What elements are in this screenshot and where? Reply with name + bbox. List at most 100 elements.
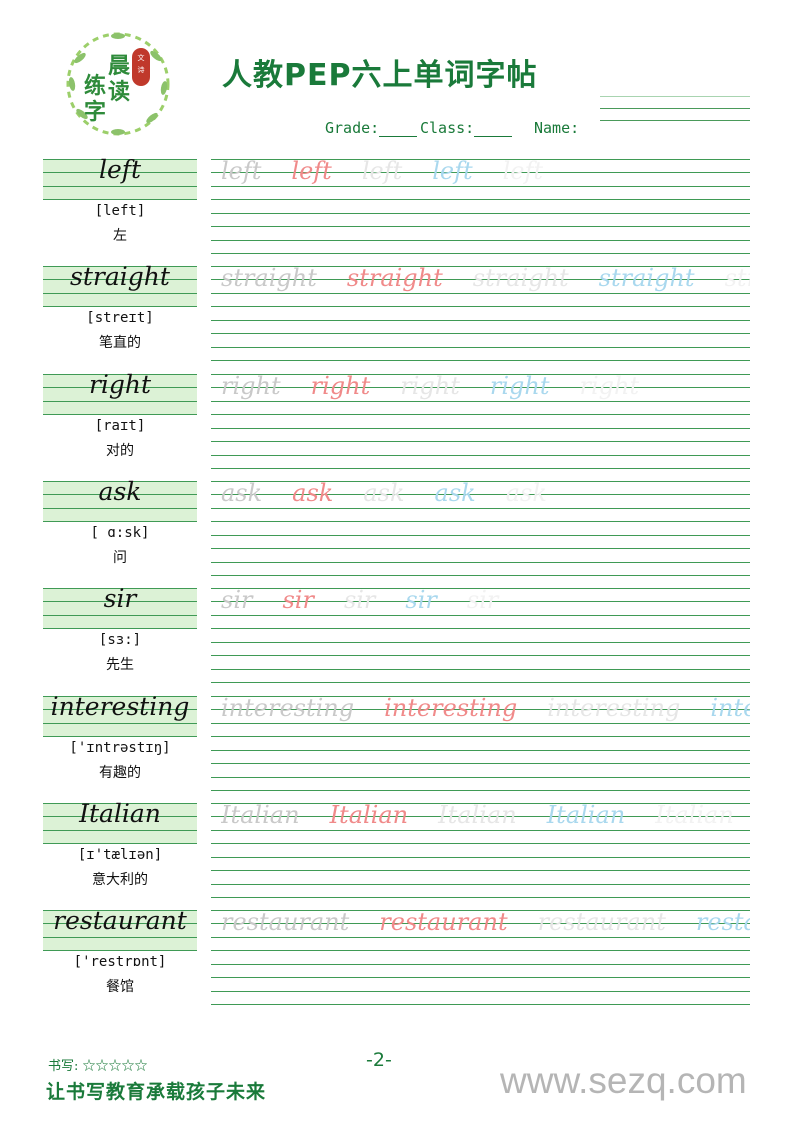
- phonetic: [left]: [94, 203, 146, 219]
- meaning: 有趣的: [99, 765, 141, 781]
- tracing-word: ask: [434, 479, 476, 507]
- practice-lines[interactable]: sir sir sir sir sir: [211, 586, 750, 684]
- tracing-word: Italian: [221, 801, 300, 829]
- tracing-word: sir: [282, 586, 314, 614]
- tracing-row: Italian Italian Italian Italian Italian: [221, 801, 750, 837]
- phonetic: [ ɑ:sk]: [90, 525, 150, 541]
- practice-lines[interactable]: interesting interesting interesting interes…: [211, 694, 750, 792]
- tracing-word: left: [291, 157, 332, 185]
- word-label: restaurant: [53, 906, 187, 935]
- tracing-word: right: [489, 372, 550, 400]
- phonetic: [sɜ:]: [98, 632, 142, 648]
- class-blank[interactable]: [474, 122, 513, 137]
- meaning: 左: [113, 228, 127, 244]
- meaning: 问: [113, 550, 127, 566]
- tracing-word: ask: [363, 479, 405, 507]
- word-box: [43, 696, 197, 737]
- practice-lines[interactable]: restaurant restaurant restaurant restaurant…: [211, 908, 750, 1006]
- tracing-word: left: [221, 157, 262, 185]
- tracing-word: right: [579, 372, 640, 400]
- tracing-word: Italian: [655, 801, 734, 829]
- word-entry: straight [streɪt] 笔直的 straight straight strai…: [0, 262, 800, 362]
- phonetic: [ɪ'tælɪən]: [77, 847, 163, 863]
- tracing-row: straight straight straight straight straight: [221, 264, 750, 300]
- grade-label: Grade:: [325, 119, 380, 137]
- word-box: [43, 910, 197, 951]
- class-label: Class:: [420, 119, 475, 137]
- tracing-word: restaurant: [537, 908, 666, 936]
- word-box: [43, 481, 197, 522]
- grade-field[interactable]: Grade:: [325, 119, 418, 137]
- tracing-word: ask: [505, 479, 547, 507]
- word-box: [43, 374, 197, 415]
- grade-blank[interactable]: [379, 122, 418, 137]
- tracing-row: restaurant restaurant restaurant restaurant…: [221, 908, 750, 944]
- tracing-word: Italian: [546, 801, 626, 829]
- practice-lines[interactable]: Italian Italian Italian Italian Italian: [211, 801, 750, 899]
- tracing-word: ask: [292, 479, 334, 507]
- tracing-word: straight: [221, 264, 317, 292]
- tracing-word: left: [432, 157, 473, 185]
- meaning: 对的: [106, 443, 134, 459]
- practice-lines[interactable]: ask ask ask ask ask: [211, 479, 750, 577]
- word-box: [43, 588, 197, 629]
- practice-lines[interactable]: right right right right right: [211, 372, 750, 470]
- word-label: Italian: [79, 799, 161, 828]
- logo-char-4: 字: [84, 100, 107, 125]
- practice-lines[interactable]: straight straight straight straight straight: [211, 264, 750, 362]
- logo-char-3: 练: [84, 74, 107, 99]
- meaning: 先生: [106, 657, 134, 673]
- word-label: interesting: [50, 692, 190, 721]
- tracing-row: sir sir sir sir sir: [221, 586, 750, 622]
- phonetic: [streɪt]: [86, 310, 154, 326]
- class-field[interactable]: Class:: [420, 119, 513, 137]
- tracing-word: straight: [598, 264, 695, 292]
- word-label: right: [88, 370, 152, 399]
- word-label: left: [98, 155, 142, 184]
- phonetic: [raɪt]: [94, 418, 146, 434]
- word-entry: restaurant ['restrɒnt] 餐馆 restaurant restaur…: [0, 906, 800, 1006]
- tracing-word: interesting: [384, 694, 518, 722]
- phonetic: ['ɪntrəstɪŋ]: [69, 740, 171, 756]
- word-entry: ask [ ɑ:sk] 问 ask ask ask ask ask: [0, 477, 800, 577]
- practice-lines[interactable]: left left left left left: [211, 157, 750, 255]
- name-writing-lines[interactable]: [600, 96, 750, 132]
- word-entry: sir [sɜ:] 先生 sir sir sir sir sir: [0, 584, 800, 684]
- tracing-row: interesting interesting interesting interes…: [221, 694, 750, 730]
- logo-char-2: 读: [108, 80, 131, 105]
- tracing-word: straight: [724, 264, 750, 292]
- word-entry: interesting ['ɪntrəstɪŋ] 有趣的 interesting int…: [0, 692, 800, 792]
- tracing-word: sir: [405, 586, 437, 614]
- word-entry: right [raɪt] 对的 right right right right right: [0, 370, 800, 470]
- meaning: 笔直的: [99, 335, 141, 351]
- tracing-word: right: [310, 372, 371, 400]
- footer-slogan: 让书写教育承载孩子未来: [46, 1081, 267, 1103]
- word-box: [43, 266, 197, 307]
- tracing-word: left: [361, 157, 403, 185]
- logo-char-1: 晨: [108, 54, 131, 79]
- tracing-word: ask: [221, 479, 263, 507]
- tracing-row: left left left left left: [221, 157, 750, 193]
- logo-badge-text: 文 诗: [137, 54, 145, 74]
- word-label: ask: [98, 477, 142, 506]
- tracing-word: right: [400, 372, 460, 400]
- tracing-word: Italian: [438, 801, 517, 829]
- tracing-word: right: [221, 372, 281, 400]
- tracing-word: straight: [472, 264, 569, 292]
- tracing-word: interesting: [547, 694, 681, 722]
- logo: 晨 读 练 字 文 诗: [60, 28, 176, 140]
- tracing-word: interesting: [221, 694, 355, 722]
- page-number: -2-: [366, 1049, 392, 1071]
- tracing-word: left: [502, 157, 544, 185]
- word-label: straight: [70, 262, 170, 291]
- word-entry: Italian [ɪ'tælɪən] 意大利的 Italian Italian Itali…: [0, 799, 800, 899]
- tracing-word: sir: [343, 586, 376, 614]
- word-entry: left [left] 左 left left left left left: [0, 155, 800, 255]
- tracing-word: straight: [346, 264, 443, 292]
- meaning: 餐馆: [106, 979, 134, 995]
- tracing-row: right right right right right: [221, 372, 750, 408]
- tracing-word: interesting: [710, 694, 750, 722]
- name-field[interactable]: Name:: [534, 119, 579, 137]
- watermark: www.sezq.com: [500, 1060, 747, 1101]
- tracing-word: restaurant: [379, 908, 508, 936]
